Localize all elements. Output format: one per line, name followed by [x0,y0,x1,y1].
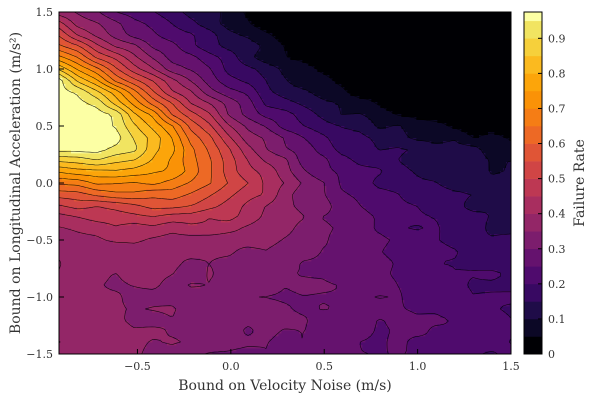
colorbar-tick-label: 0.3 [548,243,566,256]
colorbar-frame [523,11,543,355]
contour-band [59,51,198,193]
plot-area [58,11,512,355]
contour-band [59,12,303,355]
colorbar-segment [524,248,542,267]
contour-band [59,21,264,226]
contour-band [245,12,512,142]
contour-band [59,78,120,154]
colorbar-segment [524,301,542,320]
colorbar-segment [524,38,542,57]
colorbar-tick-label: 0.7 [548,102,566,115]
contour-band [221,12,512,175]
contour-band [59,66,162,172]
colorbar-segment [524,73,542,92]
x-tick-label: 1.0 [409,360,427,373]
colorbar-tick-label: 0.5 [548,173,566,186]
x-axis-title: Bound on Velocity Noise (m/s) [178,378,392,394]
x-tick-label: −0.5 [124,360,151,373]
colorbar-segment [524,318,542,337]
y-tick-label: −0.5 [26,234,53,247]
colorbar-segment [524,55,542,74]
colorbar-tick-label: 0 [548,348,555,361]
contour-band [59,60,177,178]
y-axis: −1.5 −1.0 −0.5 0.0 0.5 1.0 1.5 [26,6,64,361]
colorbar-tick-label: 0.1 [548,313,566,326]
colorbar-tick-label: 0.6 [548,138,566,151]
y-tick-label: 1.5 [36,6,54,19]
colorbar-tick-label: 0.4 [548,208,566,221]
colorbar-segment [524,178,542,197]
colorbar-segment [524,161,542,179]
contour-band [59,15,282,244]
x-axis: −0.5 0.0 0.5 1.0 1.5 [124,349,520,373]
colorbar-segment [524,108,542,127]
colorbar-segment [524,143,542,162]
colorbar-tick-label: 0.9 [548,32,566,45]
contour-lines [58,11,512,355]
contour-band [101,12,447,355]
contour-band [59,45,213,199]
colorbar-segment [524,283,542,302]
colorbar-axis: 0 0.1 0.2 0.3 0.4 0.5 0.6 0.7 0.8 0.9 [538,32,566,361]
contour-band [59,36,228,211]
colorbar-segment [524,196,542,214]
y-tick-label: 0.0 [36,177,54,190]
x-tick-label: 1.5 [502,360,520,373]
colorbar-segment [524,266,542,285]
y-tick-label: 1.0 [36,63,54,76]
contour-band [59,57,186,184]
colorbar-segment [524,12,542,22]
colorbar-title: Failure Rate [572,139,588,227]
colorbar-segment [524,90,542,109]
colorbar-segment [524,213,542,232]
colorbar-segment [524,126,542,144]
colorbar-segment [524,20,542,39]
y-tick-label: −1.5 [26,348,53,361]
colorbar-segment [524,231,542,250]
colorbar-tick-label: 0.8 [548,67,566,80]
y-tick-label: −1.0 [26,291,53,304]
contour-band [59,30,249,217]
x-tick-label: 0.5 [315,360,333,373]
contour-band [122,12,512,355]
colorbar-tick-label: 0.2 [548,278,566,291]
x-tick-label: 0.0 [222,360,240,373]
contour-band [77,12,336,355]
colorbar-segment [524,336,542,355]
colorbar [523,11,543,355]
y-tick-label: 0.5 [36,120,54,133]
y-axis-title: Bound on Longitudinal Acceleration (m/s²… [8,32,24,334]
contour-band [59,69,147,166]
contour-band [185,12,512,238]
